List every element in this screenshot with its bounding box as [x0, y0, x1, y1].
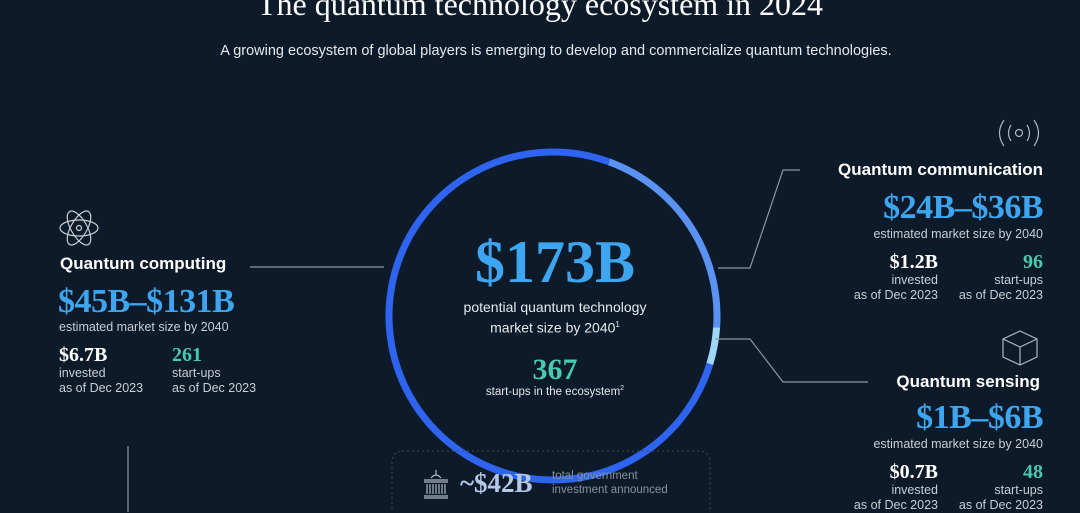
sensing-title: Quantum sensing	[896, 372, 1040, 391]
total-label-line1: potential quantum technology	[463, 299, 647, 315]
footnote-2: 2	[620, 385, 625, 392]
startups-total-label: start-ups in the ecosystem2	[380, 385, 730, 398]
atom-icon	[59, 210, 99, 246]
government-label: total government investment announced	[552, 469, 668, 497]
computing-invested: $6.7B invested as of Dec 2023	[59, 344, 143, 396]
sensing-startups-value: 48	[1023, 461, 1043, 483]
communication-invested: $1.2B invested as of Dec 2023	[854, 251, 938, 303]
broadcast-signal-icon	[998, 119, 1040, 147]
sensing-invested-label1: invested	[891, 483, 938, 497]
ring-segment-quantum-computing	[385, 148, 714, 484]
computing-startups-label1: start-ups	[172, 366, 221, 380]
communication-range: $24B–$36B	[883, 189, 1043, 226]
sensing-startups-label2: as of Dec 2023	[958, 498, 1043, 512]
sensing-invested-value: $0.7B	[889, 461, 938, 483]
communication-invested-label1: invested	[891, 273, 938, 287]
communication-invested-value: $1.2B	[889, 251, 938, 273]
sensing-connector	[715, 338, 868, 383]
government-label-line1: total government	[552, 470, 638, 482]
sensing-range-label: estimated market size by 2040	[873, 437, 1043, 451]
computing-range-label: estimated market size by 2040	[59, 320, 229, 334]
total-market-label: potential quantum technology market size…	[380, 298, 730, 337]
page-title: The quantum technology ecosystem in 2024	[256, 0, 824, 22]
sensing-invested-label2: as of Dec 2023	[853, 498, 938, 512]
page-subtitle: A growing ecosystem of global players is…	[220, 43, 892, 59]
communication-startups-value: 96	[1023, 251, 1043, 273]
communication-startups-label1: start-ups	[994, 273, 1043, 287]
computing-invested-value: $6.7B	[59, 344, 108, 366]
communication-startups-label2: as of Dec 2023	[958, 288, 1043, 302]
government-building-icon	[424, 470, 448, 499]
footnote-1: 1	[615, 320, 620, 329]
sensing-range: $1B–$6B	[916, 399, 1043, 436]
ring-segment-quantum-sensing	[706, 327, 721, 365]
government-label-line2: investment announced	[552, 484, 668, 496]
computing-invested-label1: invested	[59, 366, 106, 380]
computing-range: $45B–$131B	[58, 283, 235, 320]
communication-range-label: estimated market size by 2040	[873, 227, 1043, 241]
computing-startups-label2: as of Dec 2023	[172, 381, 257, 395]
government-value: ~$42B	[460, 468, 533, 498]
computing-invested-label2: as of Dec 2023	[59, 381, 144, 395]
computing-startups: 261 start-ups as of Dec 2023	[172, 344, 256, 396]
computing-title: Quantum computing	[60, 254, 227, 273]
sensing-startups-label1: start-ups	[994, 483, 1043, 497]
sensing-invested: $0.7B invested as of Dec 2023	[854, 461, 938, 513]
computing-startups-value: 261	[172, 344, 202, 366]
cube-icon	[1002, 330, 1038, 366]
communication-title: Quantum communication	[838, 160, 1043, 179]
ring-segment-quantum-communication	[607, 158, 721, 328]
total-label-line2: market size by 2040	[490, 319, 616, 336]
sensing-startups: 48 start-ups as of Dec 2023	[959, 461, 1043, 513]
startups-total: 367	[532, 353, 578, 386]
communication-startups: 96 start-ups as of Dec 2023	[959, 251, 1043, 303]
communication-invested-label2: as of Dec 2023	[853, 288, 938, 302]
total-market-value: $173B	[474, 229, 636, 295]
communication-connector	[718, 169, 800, 269]
startups-label-text: start-ups in the ecosystem	[485, 385, 621, 398]
